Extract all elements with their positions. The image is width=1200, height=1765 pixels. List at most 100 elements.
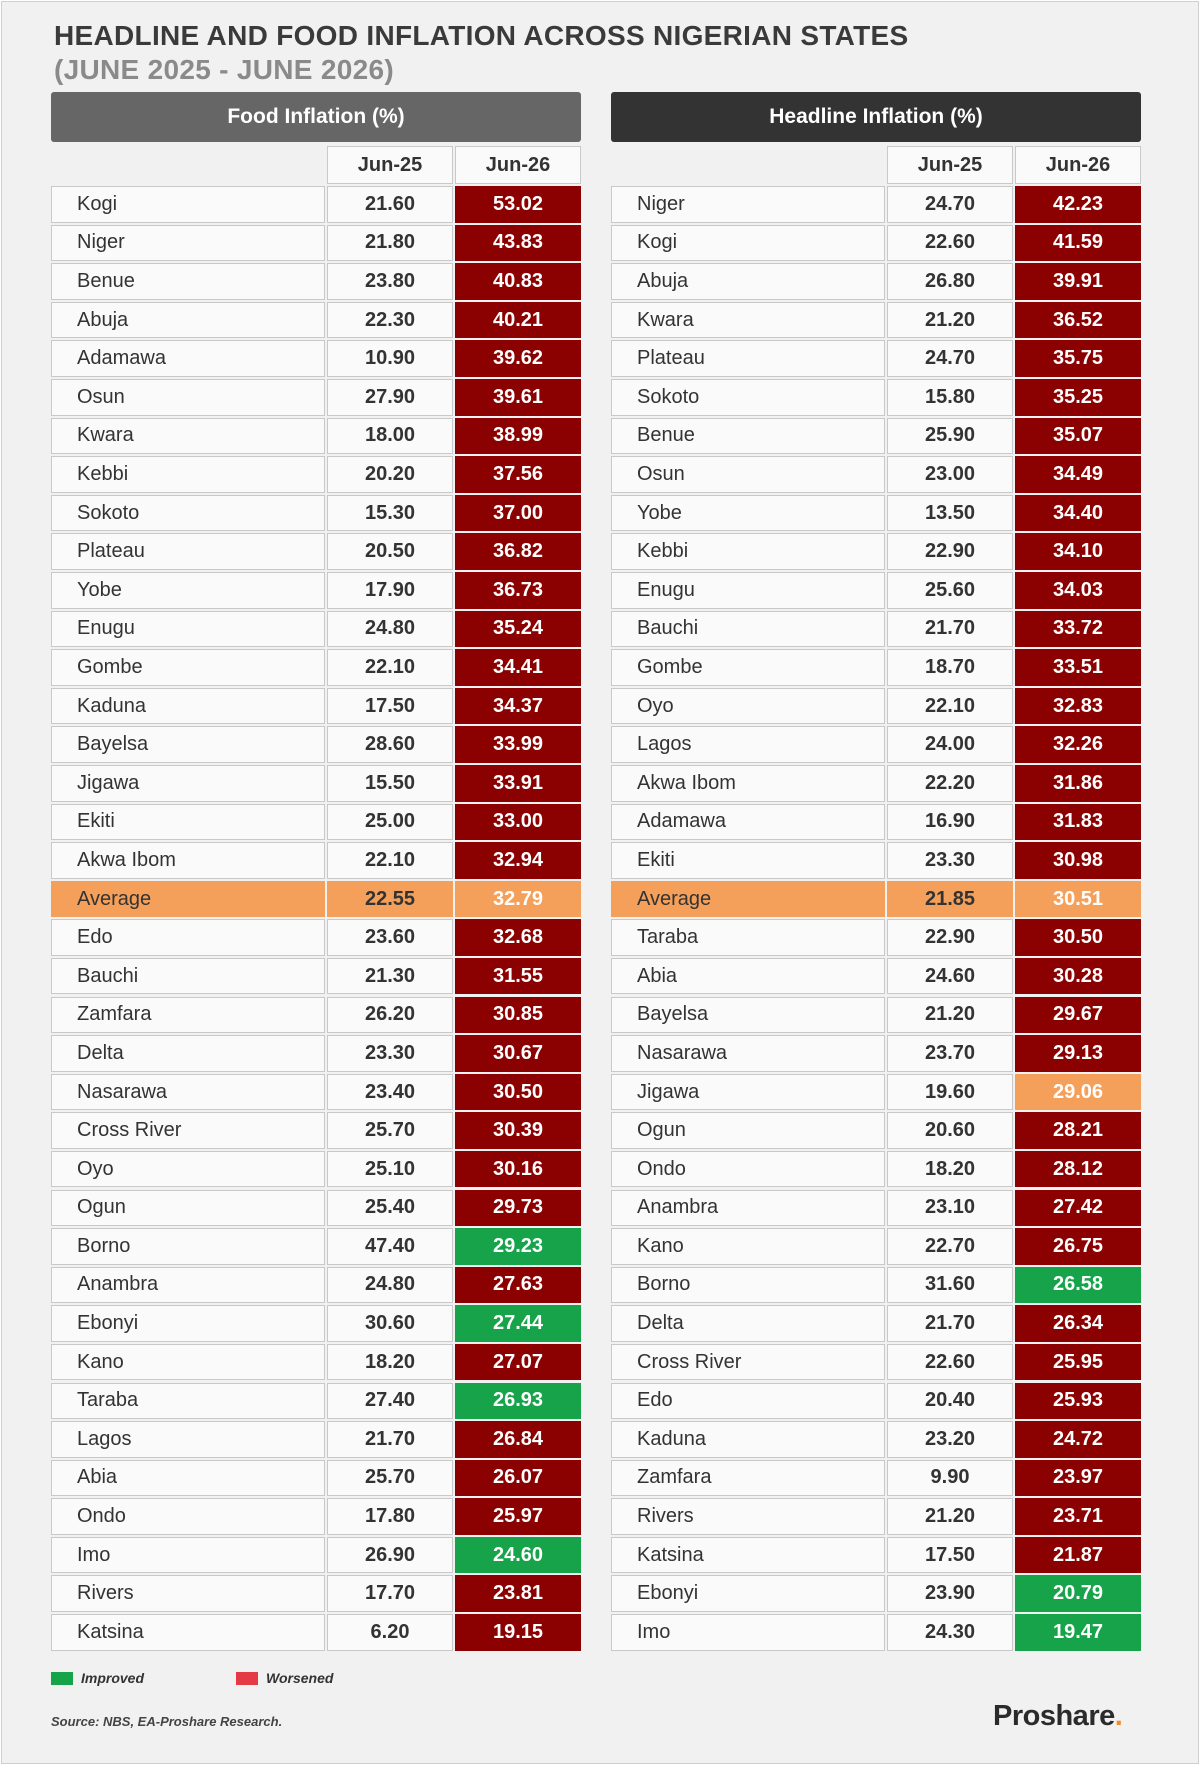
value-jun26: 26.34 [1015, 1305, 1141, 1342]
column-header-jun26: Jun-26 [455, 146, 581, 184]
value-jun26: 26.07 [455, 1459, 581, 1497]
value-jun25: 22.30 [327, 301, 453, 339]
table-row: Kogi 22.60 41.59 [611, 224, 1141, 262]
value-jun25: 22.55 [327, 880, 453, 918]
value-jun26: 27.44 [455, 1305, 581, 1342]
table-row: Ebonyi 30.60 27.44 [51, 1305, 581, 1342]
headline-inflation-header: Headline Inflation (%) [611, 92, 1141, 142]
value-jun25: 22.20 [887, 765, 1013, 802]
value-jun25: 24.70 [887, 186, 1013, 223]
table-row: Adamawa 16.90 31.83 [611, 803, 1141, 841]
state-name: Cross River [611, 1343, 885, 1381]
value-jun26: 19.15 [455, 1614, 581, 1651]
proshare-logo: Proshare. [993, 1700, 1123, 1733]
table-row: Oyo 25.10 30.16 [51, 1150, 581, 1188]
value-jun26: 23.81 [455, 1575, 581, 1612]
legend: Improved Worsened [51, 1670, 425, 1686]
table-row: Ogun 20.60 28.21 [611, 1112, 1141, 1149]
state-name: Kwara [611, 301, 885, 339]
brand-dot: . [1114, 1700, 1123, 1732]
state-name: Delta [51, 1035, 325, 1072]
value-jun25: 18.20 [327, 1343, 453, 1381]
value-jun26: 30.51 [1015, 880, 1141, 918]
value-jun26: 21.87 [1015, 1536, 1141, 1574]
table-row: Kebbi 22.90 34.10 [611, 533, 1141, 570]
table-row: Imo 26.90 24.60 [51, 1536, 581, 1574]
state-name: Abuja [51, 301, 325, 339]
table-row: Jigawa 15.50 33.91 [51, 765, 581, 802]
value-jun25: 26.80 [887, 263, 1013, 300]
table-row: Ondo 17.80 25.97 [51, 1498, 581, 1535]
value-jun26: 25.95 [1015, 1343, 1141, 1381]
state-name: Abuja [611, 263, 885, 300]
value-jun26: 25.97 [455, 1498, 581, 1535]
state-name: Sokoto [51, 494, 325, 532]
table-row: Anambra 23.10 27.42 [611, 1189, 1141, 1227]
table-row: Osun 23.00 34.49 [611, 456, 1141, 493]
table-row: Ogun 25.40 29.73 [51, 1189, 581, 1227]
value-jun25: 15.80 [887, 379, 1013, 416]
value-jun25: 23.90 [887, 1575, 1013, 1612]
food-column-headers: Jun-25 Jun-26 [51, 146, 581, 184]
value-jun26: 31.55 [455, 957, 581, 995]
state-name: Ogun [51, 1189, 325, 1227]
value-jun26: 38.99 [455, 417, 581, 455]
state-name: Yobe [611, 494, 885, 532]
table-row: Nasarawa 23.70 29.13 [611, 1035, 1141, 1072]
value-jun25: 20.40 [887, 1382, 1013, 1419]
state-name: Zamfara [611, 1459, 885, 1497]
table-row: Abuja 26.80 39.91 [611, 263, 1141, 300]
value-jun25: 24.30 [887, 1614, 1013, 1651]
table-row: Zamfara 9.90 23.97 [611, 1459, 1141, 1497]
value-jun25: 25.90 [887, 417, 1013, 455]
state-name: Rivers [51, 1575, 325, 1612]
table-row: Lagos 21.70 26.84 [51, 1421, 581, 1458]
value-jun26: 27.07 [455, 1343, 581, 1381]
value-jun25: 16.90 [887, 803, 1013, 841]
value-jun25: 22.70 [887, 1228, 1013, 1265]
table-row: Jigawa 19.60 29.06 [611, 1073, 1141, 1111]
value-jun26: 37.56 [455, 456, 581, 493]
value-jun26: 32.79 [455, 880, 581, 918]
value-jun26: 34.41 [455, 649, 581, 686]
table-row: Bayelsa 28.60 33.99 [51, 726, 581, 763]
table-row: Yobe 17.90 36.73 [51, 572, 581, 609]
legend-improved: Improved [51, 1670, 144, 1686]
value-jun25: 18.00 [327, 417, 453, 455]
value-jun26: 42.23 [1015, 186, 1141, 223]
table-row: Bauchi 21.30 31.55 [51, 957, 581, 995]
headline-column-headers: Jun-25 Jun-26 [611, 146, 1141, 184]
value-jun25: 21.20 [887, 996, 1013, 1034]
state-name: Borno [611, 1266, 885, 1304]
value-jun26: 29.06 [1015, 1073, 1141, 1111]
value-jun26: 36.82 [455, 533, 581, 570]
state-name: Adamawa [611, 803, 885, 841]
state-name: Ebonyi [611, 1575, 885, 1612]
table-row: Anambra 24.80 27.63 [51, 1266, 581, 1304]
state-name: Ekiti [611, 842, 885, 879]
table-row: Borno 47.40 29.23 [51, 1228, 581, 1265]
value-jun26: 33.72 [1015, 610, 1141, 648]
table-row: Kwara 18.00 38.99 [51, 417, 581, 455]
state-name: Osun [611, 456, 885, 493]
table-row: Plateau 24.70 35.75 [611, 340, 1141, 377]
state-name: Benue [611, 417, 885, 455]
state-name: Cross River [51, 1112, 325, 1149]
value-jun26: 30.39 [455, 1112, 581, 1149]
value-jun25: 6.20 [327, 1614, 453, 1651]
value-jun26: 30.85 [455, 996, 581, 1034]
table-row: Edo 23.60 32.68 [51, 919, 581, 956]
value-jun26: 40.83 [455, 263, 581, 300]
state-name: Adamawa [51, 340, 325, 377]
table-row: Taraba 22.90 30.50 [611, 919, 1141, 956]
value-jun26: 28.21 [1015, 1112, 1141, 1149]
table-row: Rivers 21.20 23.71 [611, 1498, 1141, 1535]
state-name: Plateau [611, 340, 885, 377]
state-name: Imo [51, 1536, 325, 1574]
state-name: Ondo [51, 1498, 325, 1535]
state-name: Taraba [611, 919, 885, 956]
state-name: Kaduna [611, 1421, 885, 1458]
value-jun26: 30.50 [1015, 919, 1141, 956]
value-jun26: 31.83 [1015, 803, 1141, 841]
value-jun26: 19.47 [1015, 1614, 1141, 1651]
